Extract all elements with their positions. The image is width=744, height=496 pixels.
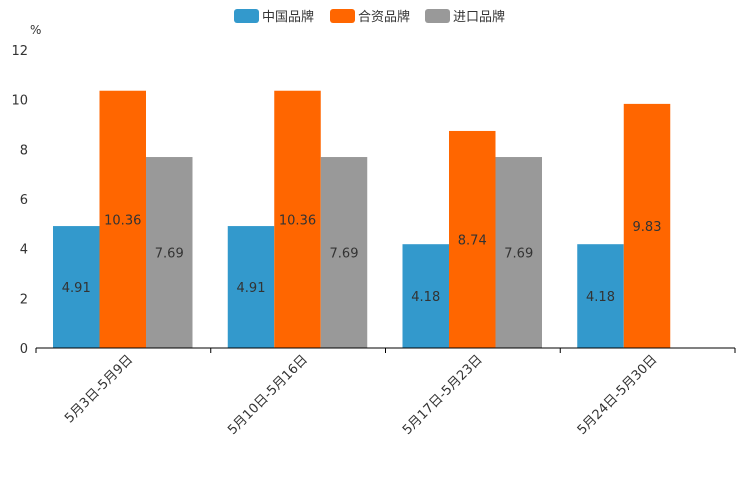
bar: [320, 157, 368, 348]
x-tick-label: 5月3日-5月9日: [62, 352, 136, 426]
legend-label: 合资品牌: [358, 9, 410, 25]
bar-value-labels: 4.91 4.91 4.18 4.18 10.36 10.36 8.74 9.83 7.69 7.…: [62, 213, 662, 305]
y-tick-label: 6: [20, 193, 28, 208]
bar: [402, 244, 449, 348]
y-tick-label: 2: [20, 292, 28, 307]
bar-value-label: 8.74: [458, 233, 487, 248]
bar: [227, 226, 275, 348]
legend-swatch: [425, 9, 450, 23]
bar-value-label: 4.91: [237, 281, 266, 296]
bar: [623, 103, 671, 348]
bar-value-label: 10.36: [104, 213, 141, 228]
legend-label: 进口品牌: [453, 9, 505, 25]
bar-value-label: 7.69: [155, 247, 184, 262]
y-tick-label: 10: [11, 94, 28, 109]
bar-value-label: 4.18: [586, 290, 615, 305]
bar: [449, 130, 496, 348]
bar: [495, 157, 542, 348]
legend-swatch: [234, 9, 259, 23]
y-tick-label: 12: [11, 44, 28, 59]
bars: [53, 90, 671, 348]
legend-label: 中国品牌: [262, 9, 314, 25]
x-tick-label: 5月17日-5月23日: [400, 352, 486, 438]
y-tick-label: 4: [20, 243, 28, 258]
legend: 中国品牌 合资品牌 进口品牌: [234, 9, 505, 25]
y-tick-label: 8: [20, 143, 28, 158]
bar: [274, 90, 321, 348]
y-axis-unit: %: [30, 23, 41, 37]
bar-value-label: 4.91: [62, 281, 91, 296]
bar: [577, 244, 624, 348]
bar-value-label: 10.36: [279, 213, 316, 228]
x-axis: 5月3日-5月9日 5月10日-5月16日 5月17日-5月23日 5月24日-5月3…: [35, 347, 736, 438]
bar-value-label: 7.69: [330, 247, 359, 262]
bar-value-label: 7.69: [504, 247, 533, 262]
bar-value-label: 4.18: [411, 290, 440, 305]
bar: [53, 226, 100, 348]
legend-swatch: [330, 9, 355, 23]
x-tick-label: 5月24日-5月30日: [575, 352, 661, 438]
y-axis: 0 2 4 6 8 10 12: [11, 44, 28, 357]
bar: [99, 90, 146, 348]
x-tick-label: 5月10日-5月16日: [225, 352, 311, 438]
bar-value-label: 9.83: [633, 220, 662, 235]
y-tick-label: 0: [20, 342, 28, 357]
bar: [146, 157, 193, 348]
